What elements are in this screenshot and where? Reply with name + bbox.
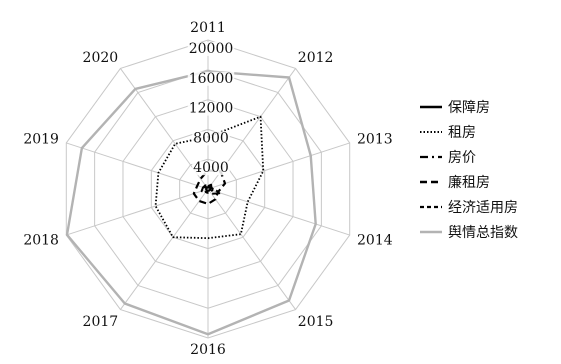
category-label-2018: 2018 [23,232,59,248]
legend-label-1: 保障房 [448,100,490,116]
category-label-2016: 2016 [190,342,226,358]
tick-label-bg [192,131,230,146]
radar-category-labels: 2011 2012 2013 2014 2015 2016 2017 2018 2019 2020 [23,20,392,358]
tick-label-12000: 12000 [189,101,234,117]
spoke-2013 [207,142,350,190]
category-label-2020: 2020 [83,50,119,66]
legend-label-3: 房价 [448,150,476,166]
spoke-2015 [207,188,296,310]
category-label-2011: 2011 [190,20,226,36]
radar-series [65,70,317,336]
series-line-4 [192,169,227,205]
series-line-1 [205,186,212,192]
tick-label-16000: 16000 [189,71,234,87]
tick-label-bg [192,161,230,176]
series-line-2 [154,115,265,240]
series-line-6 [65,70,317,336]
radar-tick-labels: 4000 8000 12000 16000 20000 [187,41,235,176]
spoke-2017 [120,188,209,310]
category-label-2017: 2017 [83,314,119,330]
legend-label-6: 舆情总指数 [448,225,518,241]
series-line-5 [203,183,214,194]
legend-label-4: 廉租房 [448,174,490,191]
tick-label-bg [187,71,235,86]
category-label-2012: 2012 [298,50,334,66]
tick-label-20000: 20000 [189,41,234,57]
category-label-2019: 2019 [23,132,59,148]
spoke-2019 [66,142,209,190]
tick-label-bg [187,42,235,56]
legend-label-2: 租房 [448,125,476,141]
tick-label-bg [187,101,235,116]
category-label-2015: 2015 [298,314,334,330]
category-label-2013: 2013 [357,132,393,148]
spoke-2018 [66,188,209,236]
legend-label-5: 经济适用房 [448,200,518,216]
tick-label-8000: 8000 [193,130,229,146]
spoke-2014 [207,188,350,236]
category-label-2014: 2014 [357,232,393,248]
tick-label-4000: 4000 [193,160,229,176]
